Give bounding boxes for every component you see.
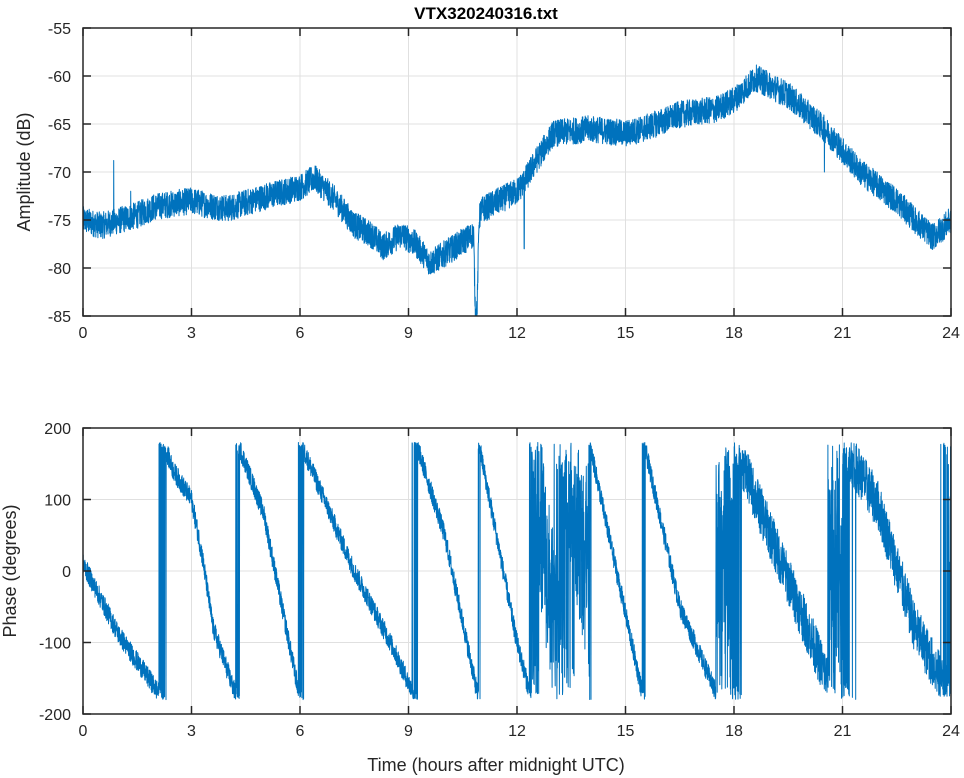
x-tick-label: 3 xyxy=(187,723,196,740)
y-tick-label: 0 xyxy=(62,564,71,581)
y-tick-label: -70 xyxy=(48,165,71,182)
y-tick-label: -75 xyxy=(48,213,71,230)
x-tick-label: 21 xyxy=(834,325,852,342)
x-tick-label: 21 xyxy=(834,723,852,740)
y-tick-label: -80 xyxy=(48,261,71,278)
x-tick-label: 6 xyxy=(296,723,305,740)
x-tick-label: 18 xyxy=(725,723,743,740)
x-tick-label: 9 xyxy=(404,723,413,740)
amplitude-series-line xyxy=(82,64,952,317)
phase-ylabel: Phase (degrees) xyxy=(0,504,20,637)
y-tick-label: -200 xyxy=(39,707,71,724)
x-tick-label: 24 xyxy=(942,723,960,740)
x-tick-label: 0 xyxy=(79,723,88,740)
x-tick-label: 0 xyxy=(79,325,88,342)
x-tick-label: 18 xyxy=(725,325,743,342)
y-tick-label: 100 xyxy=(44,493,71,510)
x-tick-label: 24 xyxy=(942,325,960,342)
y-tick-label: -55 xyxy=(48,21,71,38)
y-tick-label: -60 xyxy=(48,69,71,86)
phase-xlabel: Time (hours after midnight UTC) xyxy=(367,755,624,775)
chart-title: VTX320240316.txt xyxy=(414,4,558,23)
y-tick-label: 200 xyxy=(44,421,71,438)
phase-series-line xyxy=(82,442,952,701)
x-tick-label: 12 xyxy=(508,325,526,342)
x-tick-label: 15 xyxy=(617,723,635,740)
y-tick-label: -100 xyxy=(39,636,71,653)
y-tick-label: -65 xyxy=(48,117,71,134)
y-tick-label: -85 xyxy=(48,309,71,326)
amplitude-axes: 0 3 6 9 12 15 18 21 24 -55 -60 -65 -70 -75 -80 -85 xyxy=(48,21,960,342)
x-tick-label: 15 xyxy=(617,325,635,342)
x-tick-label: 6 xyxy=(296,325,305,342)
amplitude-ylabel: Amplitude (dB) xyxy=(14,112,34,231)
x-tick-label: 12 xyxy=(508,723,526,740)
x-tick-label: 3 xyxy=(187,325,196,342)
phase-axes: 0 3 6 9 12 15 18 21 24 200 100 0 -100 -200 xyxy=(39,421,960,740)
x-tick-label: 9 xyxy=(404,325,413,342)
